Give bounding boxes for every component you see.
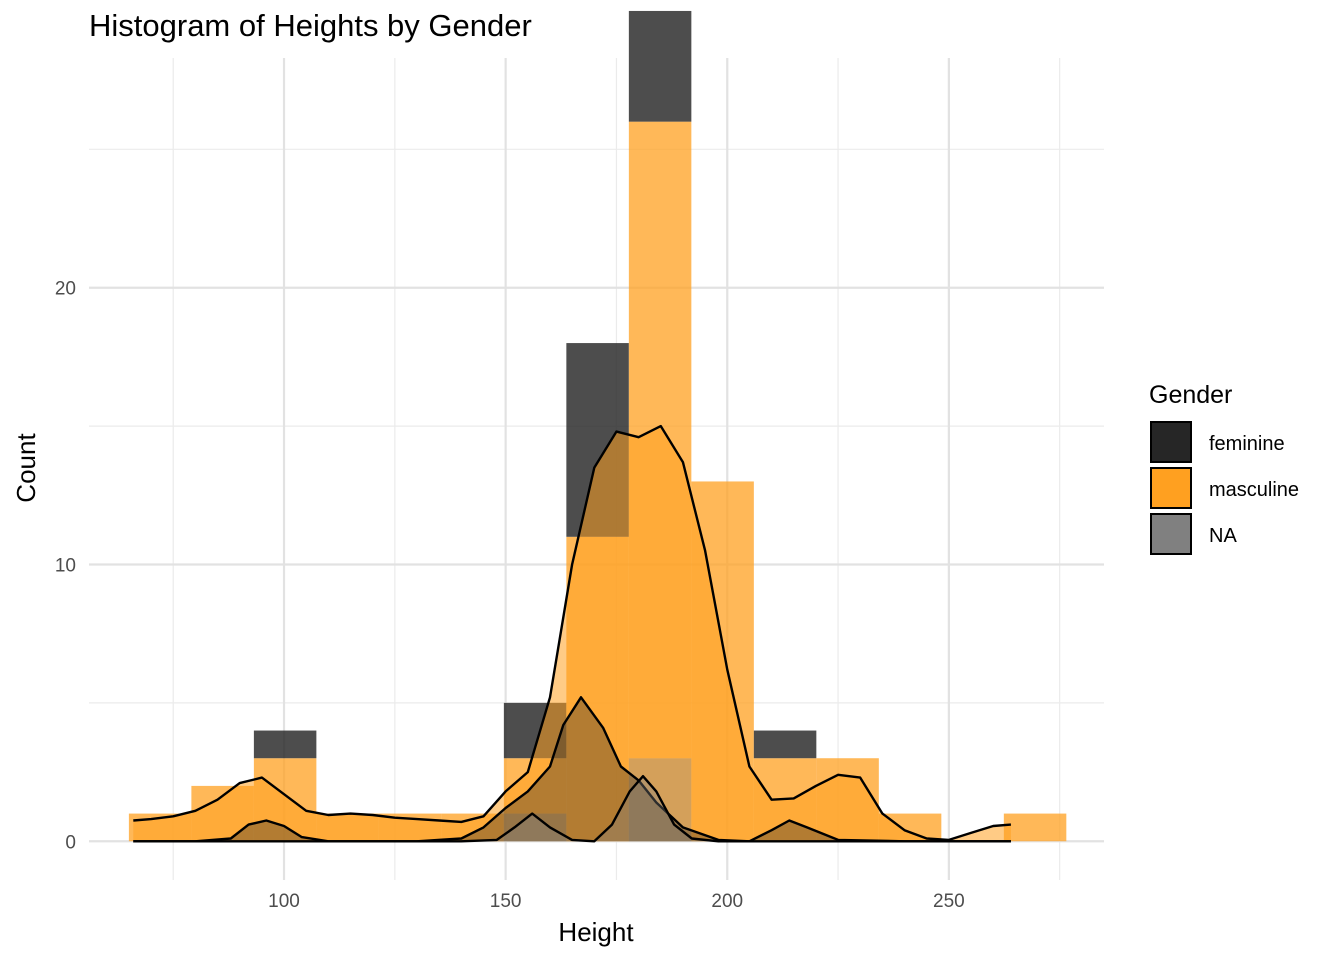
density-area-feminine bbox=[133, 697, 1011, 842]
legend-item-feminine: feminine bbox=[1150, 421, 1285, 463]
density-line-na bbox=[133, 775, 1011, 843]
legend-label: feminine bbox=[1209, 433, 1285, 455]
bar-feminine bbox=[753, 730, 817, 759]
y-tick-label: 20 bbox=[55, 279, 76, 300]
x-axis-label: Height bbox=[558, 917, 634, 947]
legend-title: Gender bbox=[1149, 381, 1232, 409]
x-tick-label: 250 bbox=[933, 891, 965, 912]
density-line-masculine bbox=[133, 424, 1011, 842]
y-axis-label: Count bbox=[11, 433, 41, 503]
legend-swatch bbox=[1150, 513, 1192, 555]
legend: Gender feminine masculine NA bbox=[1149, 381, 1299, 555]
density-area-masculine bbox=[133, 426, 1011, 842]
bar-masculine bbox=[1003, 813, 1067, 842]
legend-label: NA bbox=[1209, 525, 1237, 547]
y-axis-tick-labels: 0 10 20 bbox=[55, 279, 76, 854]
bar-feminine bbox=[253, 730, 317, 759]
x-axis-tick-labels: 100 150 200 250 bbox=[268, 891, 965, 912]
bar-feminine bbox=[628, 10, 692, 122]
y-tick-label: 10 bbox=[55, 555, 76, 576]
legend-item-na: NA bbox=[1150, 513, 1237, 555]
legend-label: masculine bbox=[1209, 479, 1299, 501]
chart-title: Histogram of Heights by Gender bbox=[89, 8, 532, 43]
legend-item-masculine: masculine bbox=[1150, 467, 1299, 509]
legend-entries: feminine masculine NA bbox=[1150, 421, 1299, 555]
legend-swatch bbox=[1150, 421, 1192, 463]
y-tick-label: 0 bbox=[65, 832, 76, 853]
x-tick-label: 150 bbox=[490, 891, 522, 912]
legend-swatch bbox=[1150, 467, 1192, 509]
density-line-feminine bbox=[133, 696, 1011, 843]
x-tick-label: 200 bbox=[711, 891, 743, 912]
density-curves bbox=[133, 424, 1011, 843]
x-tick-label: 100 bbox=[268, 891, 300, 912]
